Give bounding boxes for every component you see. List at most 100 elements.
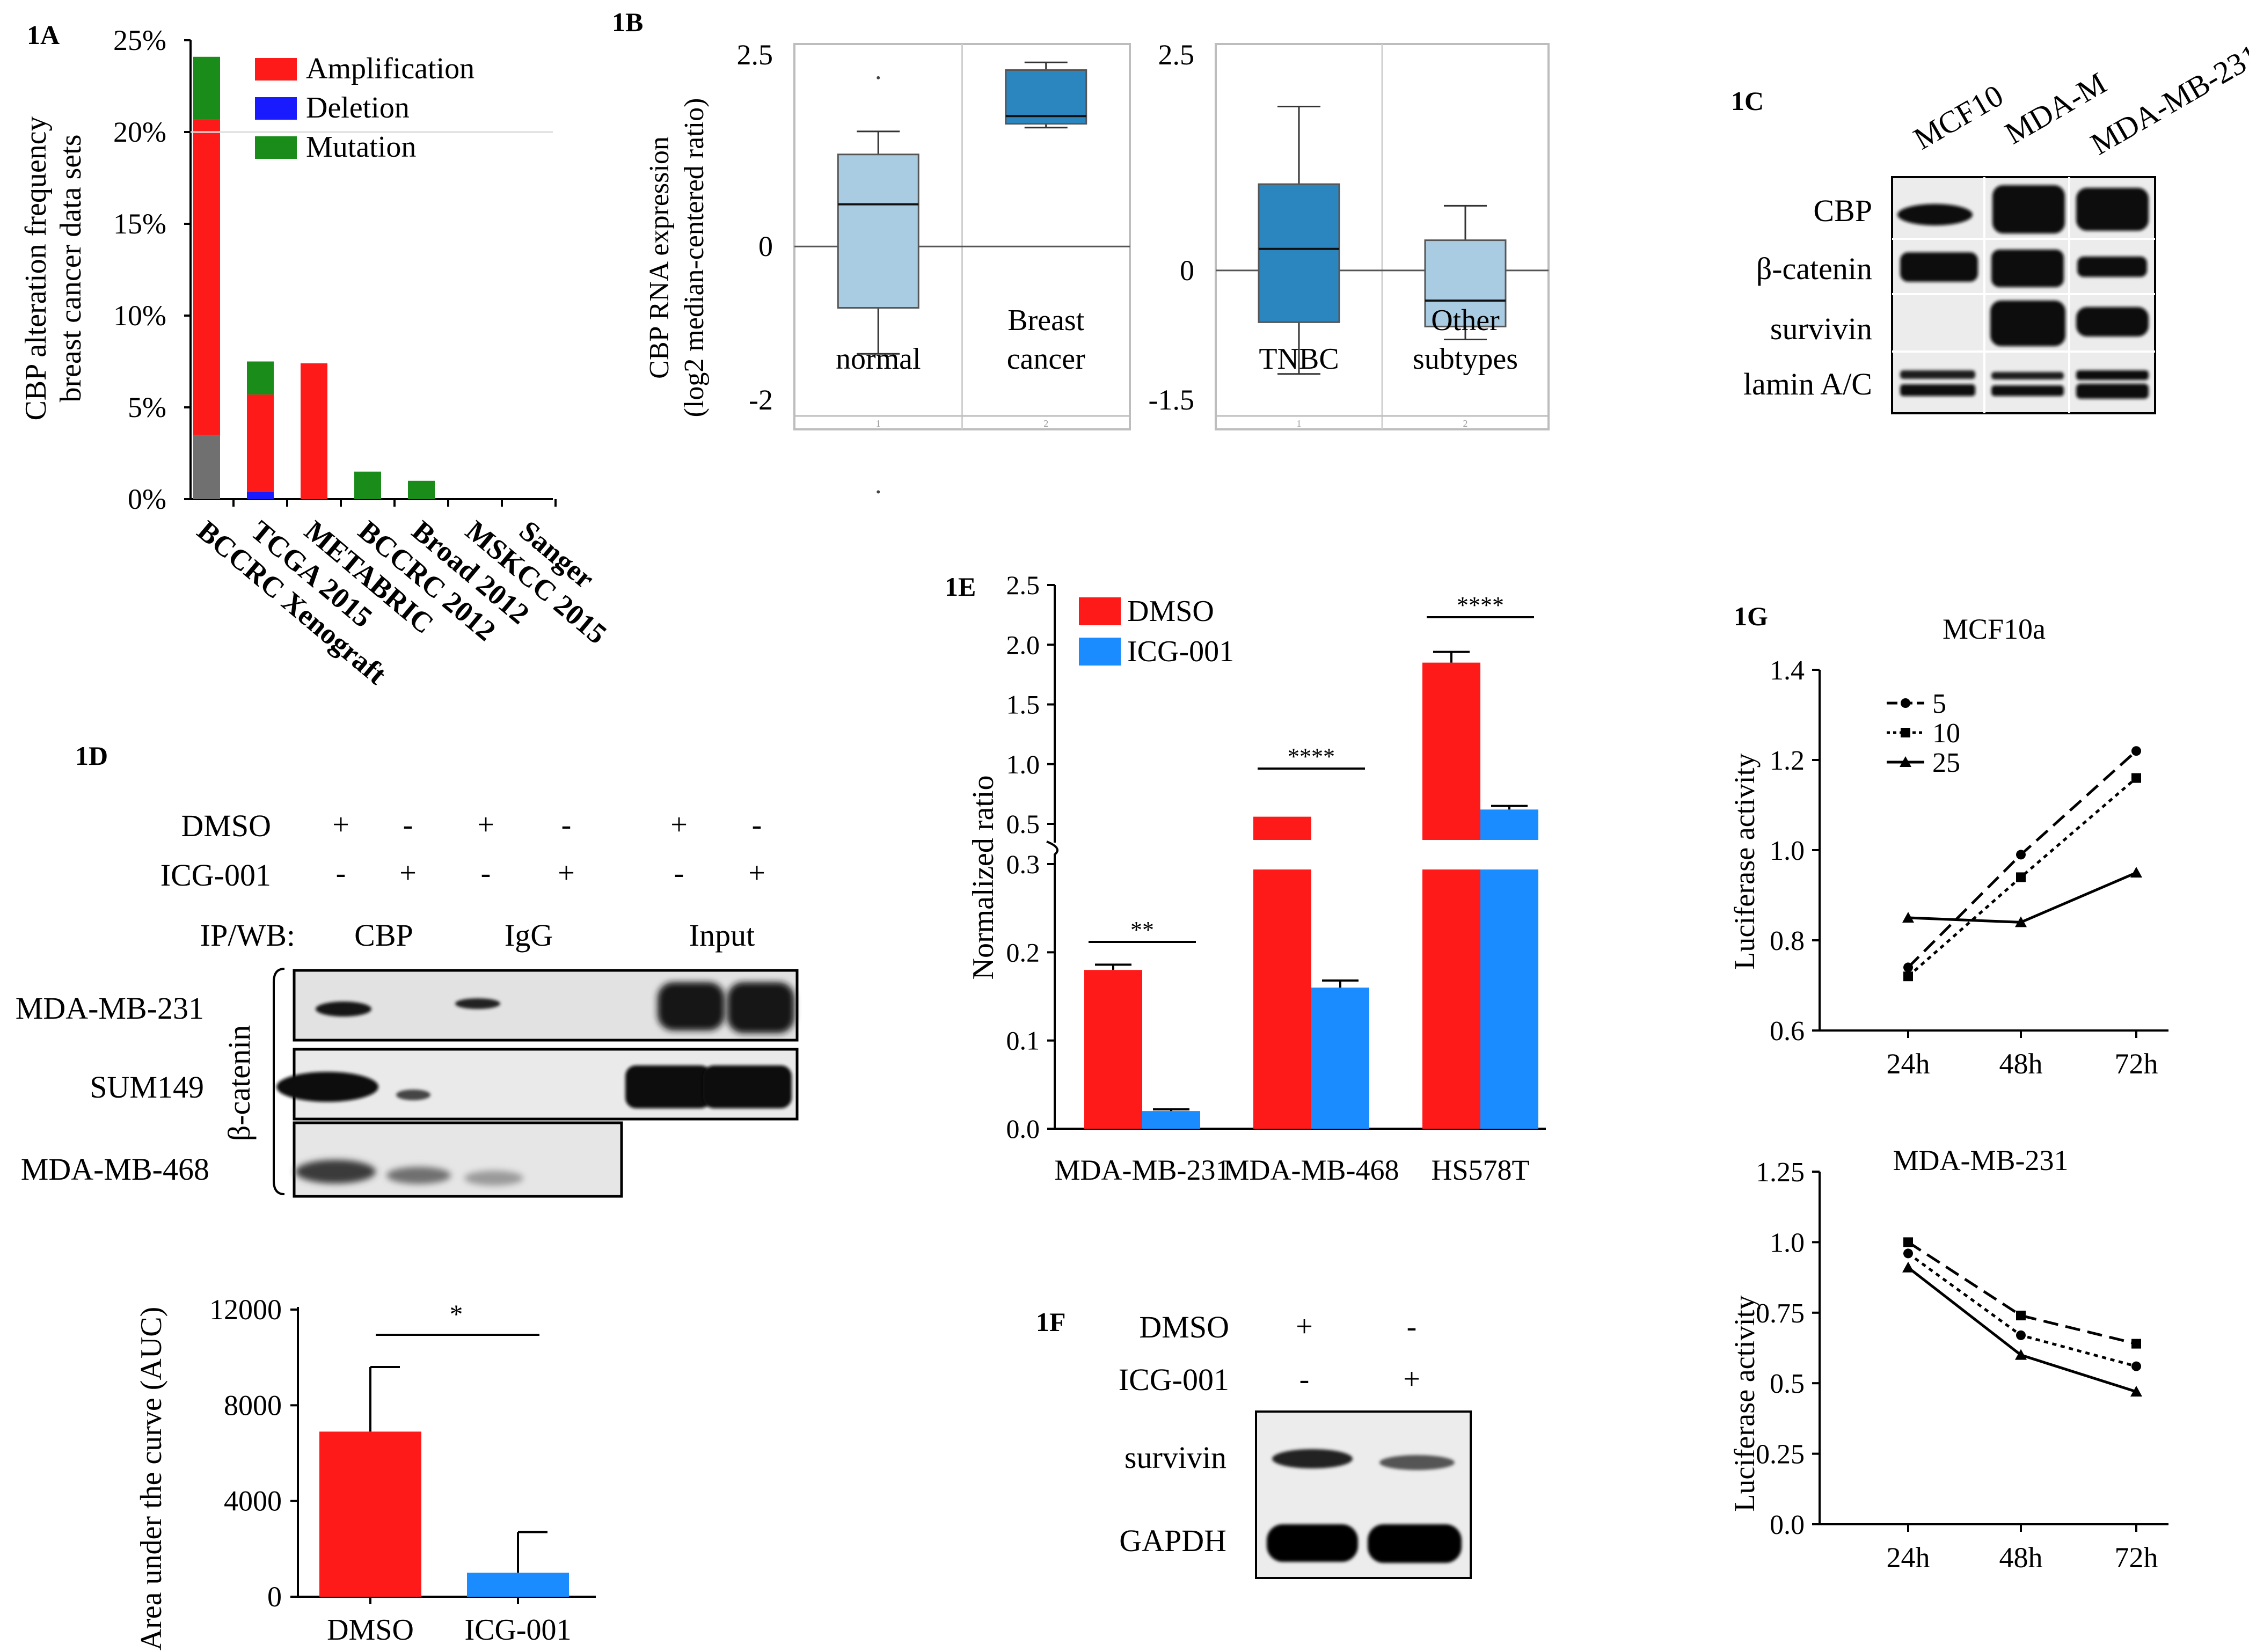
- chart-1e-sig-star: ****: [1457, 592, 1504, 618]
- blot-1d-row-sum149: SUM149: [90, 1070, 204, 1105]
- chart-1e-bar-lower: [1253, 869, 1311, 1129]
- blot-1d-dmso-label: DMSO: [181, 808, 271, 843]
- chart-1g-marker: [1902, 912, 1914, 923]
- chart-1e: Normalized ratio 0.0 0.1 0.2 0.3 0.5 1.0 1.5 2.…: [967, 570, 1546, 1186]
- blot-1d-group-input: Input: [689, 918, 755, 953]
- blot-1d-sign: +: [558, 857, 575, 890]
- chart-1g-marker: [2016, 1311, 2026, 1321]
- chart-1e-ylabel: Normalized ratio: [967, 776, 1000, 980]
- chart-1g-marker: [1903, 971, 1913, 982]
- panel-label-1e: 1E: [945, 572, 976, 602]
- chart-1g-xtick-label: 48h: [1999, 1541, 2043, 1574]
- chart-1e-bar-upper: [1253, 816, 1311, 840]
- blot-1c-row-survivin: survivin: [1770, 311, 1872, 346]
- chart-1g-marker: [2016, 850, 2026, 860]
- blot-1f-sign: +: [1403, 1363, 1420, 1396]
- chart-1e-ytick-label: 0.3: [1006, 849, 1040, 879]
- chart-1b-ylabel2: (log2 median-centered ratio): [679, 98, 710, 418]
- chart-1a-ytick-label: 20%: [113, 116, 166, 148]
- chart-1a-ytick-label: 5%: [128, 391, 166, 423]
- chart-1a-bar-segment: [354, 471, 381, 499]
- chart-1d-ytick-label: 0: [267, 1581, 282, 1613]
- chart-1a-legend-label: Mutation: [306, 130, 416, 164]
- chart-1a: CBP alteration frequency breast cancer d…: [19, 24, 613, 691]
- blot-1d-sign: -: [752, 808, 762, 842]
- chart-1d-bar: [319, 1431, 421, 1597]
- blot-1d: DMSO ICG-001 + - + - + - - + - + - + IP/WB: CBP IgG…: [16, 808, 799, 1198]
- chart-1g-xtick-label: 72h: [2115, 1048, 2158, 1080]
- chart-1g-ytick-label: 1.25: [1756, 1157, 1805, 1188]
- panel-label-1a: 1A: [27, 20, 60, 50]
- chart-1e-legend-label: ICG-001: [1127, 635, 1234, 668]
- chart-1a-ytick-label: 25%: [113, 24, 166, 56]
- chart-1e-ytick-label: 1.5: [1006, 690, 1040, 720]
- chart-1b-ytick-label: 2.5: [737, 39, 773, 71]
- chart-1b-ytick-label: 0: [758, 230, 773, 262]
- chart-1b-bottom-tick: 2: [1463, 418, 1468, 429]
- chart-1d-ytick-label: 8000: [224, 1389, 282, 1421]
- chart-1b-box: [1258, 183, 1340, 323]
- chart-1d-xtick-label: DMSO: [327, 1613, 414, 1647]
- chart-1g-top-title: MCF10a: [1943, 613, 2046, 645]
- chart-1b-bottom-tick: 1: [1297, 418, 1302, 429]
- chart-1b-bottom-tick: 2: [1043, 418, 1048, 429]
- chart-1e-xtick-label: HS578T: [1431, 1154, 1529, 1186]
- blot-1f-row-gapdh: GAPDH: [1119, 1523, 1226, 1558]
- blot-1f-sign: +: [1296, 1310, 1313, 1343]
- chart-1a-bar-segment: [301, 363, 327, 499]
- chart-1g-marker: [1900, 756, 1911, 767]
- blot-1f-dmso-label: DMSO: [1139, 1310, 1229, 1344]
- chart-1e-bar-lower: [1422, 869, 1480, 1129]
- chart-1g-bottom-title: MDA-MB-231: [1893, 1144, 2068, 1176]
- chart-1g-marker: [1903, 1248, 1913, 1259]
- chart-1g: MCF10a Luciferase activity 0.6 0.8 1.0 1.2 1…: [1728, 613, 2168, 1574]
- chart-1a-bar-segment: [193, 119, 220, 435]
- chart-1d-xtick-label: ICG-001: [464, 1613, 571, 1647]
- panel-label-1f: 1F: [1036, 1307, 1066, 1337]
- blot-1f-icg-label: ICG-001: [1119, 1362, 1229, 1397]
- chart-1g-marker: [1901, 728, 1910, 737]
- chart-1b-ytick-label: 2.5: [1158, 39, 1195, 71]
- chart-1g-series-line: [1907, 1241, 2137, 1346]
- chart-1e-bar-upper: [1480, 809, 1538, 840]
- chart-1e-sig-star: ****: [1288, 743, 1335, 770]
- blot-1d-group-cbp: CBP: [354, 918, 413, 953]
- blot-1f-sign: -: [1299, 1363, 1310, 1396]
- panel-label-1g: 1G: [1734, 601, 1768, 631]
- chart-1e-bar: [1084, 970, 1142, 1129]
- chart-1e-legend-label: DMSO: [1127, 595, 1214, 628]
- chart-1a-legend-label: Amplification: [306, 52, 474, 85]
- chart-1a-bar-segment: [247, 394, 274, 492]
- chart-1g-bottom-ylabel: Luciferase activity: [1728, 1295, 1761, 1511]
- panel-label-1b: 1B: [612, 7, 643, 37]
- chart-1e-bar-upper: [1422, 662, 1480, 840]
- chart-1e-bar: [1142, 1111, 1200, 1129]
- chart-1e-xtick-label: MDA-MB-231: [1054, 1154, 1230, 1186]
- chart-1e-ytick-label: 0.0: [1006, 1114, 1040, 1144]
- blot-1d-sign: +: [332, 808, 349, 842]
- chart-1a-ytick-label: 15%: [113, 208, 166, 240]
- blot-1d-sign: -: [561, 808, 572, 842]
- chart-1g-legend-label: 5: [1932, 689, 1946, 719]
- chart-1a-legend-label: Deletion: [306, 91, 410, 125]
- chart-1a-ytick-label: 0%: [128, 483, 166, 515]
- chart-1g-xtick-label: 24h: [1887, 1541, 1930, 1574]
- chart-1b-box: [1424, 239, 1507, 327]
- chart-1d-ytick-label: 4000: [224, 1485, 282, 1517]
- chart-1b: CBP RNA expression (log2 median-centered…: [644, 39, 1550, 494]
- blot-1d-group-igg: IgG: [505, 918, 553, 953]
- chart-1g-ytick-label: 0.8: [1770, 926, 1805, 956]
- chart-1e-ytick-label: 2.0: [1006, 630, 1040, 660]
- chart-1g-xtick-label: 24h: [1887, 1048, 1930, 1080]
- chart-1g-ytick-label: 0.0: [1770, 1510, 1805, 1540]
- chart-1e-axis-break: [1046, 840, 1058, 864]
- chart-1g-ytick-label: 1.4: [1770, 655, 1805, 686]
- chart-1a-bar-segment: [193, 56, 220, 120]
- chart-1b-outlier: [877, 76, 880, 79]
- chart-1g-ytick-label: 1.0: [1770, 1227, 1805, 1258]
- chart-1g-ytick-label: 0.5: [1770, 1369, 1805, 1399]
- blot-1d-sign: +: [399, 857, 417, 890]
- chart-1g-xtick-label: 72h: [2115, 1541, 2158, 1574]
- chart-1g-marker: [2131, 746, 2141, 756]
- chart-1a-bar-segment: [193, 435, 220, 499]
